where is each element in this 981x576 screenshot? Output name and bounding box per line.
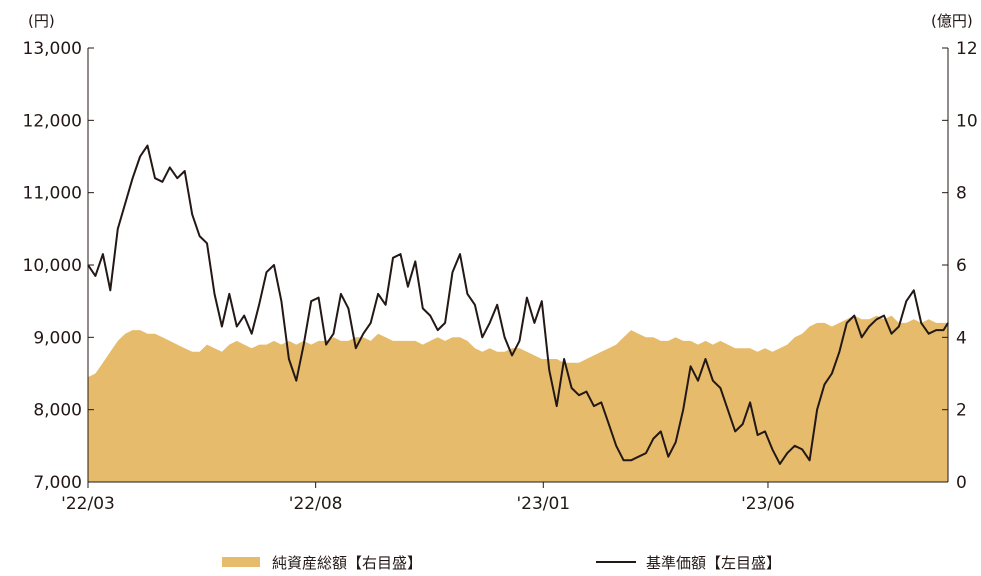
- right-axis-tick-label: 0: [956, 473, 967, 493]
- area-layer: [88, 315, 948, 482]
- right-axis-tick-label: 6: [956, 256, 967, 276]
- legend-label-net-assets: 純資産総額【右目盛】: [272, 554, 422, 572]
- x-axis-tick-label: '22/03: [61, 494, 115, 514]
- left-axis-tick-label: 9,000: [33, 328, 82, 348]
- nav-line: [87, 144, 949, 465]
- left-axis-tick-label: 12,000: [23, 111, 82, 131]
- right-axis-tick-label: 4: [956, 328, 967, 348]
- axis-layer: 7,000 8,000 9,000 10,000 11,000 12,000 13,000 0…: [23, 39, 978, 514]
- x-axis-tick-label: '23/01: [516, 494, 570, 514]
- left-axis-tick-label: 8,000: [33, 401, 82, 421]
- right-axis-tick-label: 12: [956, 39, 978, 59]
- x-axis-tick-label: '23/06: [741, 494, 795, 514]
- legend-swatch-net-assets: [222, 557, 260, 567]
- right-axis-tick-label: 10: [956, 111, 978, 131]
- left-axis-tick-label: 13,000: [23, 39, 82, 59]
- legend-label-nav: 基準価額【左目盛】: [646, 554, 781, 572]
- net-assets-area: [88, 315, 948, 482]
- right-axis-unit-label: (億円): [931, 12, 973, 30]
- legend: 純資産総額【右目盛】 基準価額【左目盛】: [222, 554, 781, 572]
- left-axis-tick-label: 10,000: [23, 256, 82, 276]
- left-axis-tick-label: 11,000: [23, 184, 82, 204]
- right-axis-tick-label: 8: [956, 184, 967, 204]
- left-axis-unit-label: (円): [28, 12, 55, 30]
- x-axis-tick-label: '22/08: [289, 494, 343, 514]
- right-axis-tick-label: 2: [956, 401, 967, 421]
- left-axis-tick-label: 7,000: [33, 473, 82, 493]
- line-layer: [87, 144, 949, 465]
